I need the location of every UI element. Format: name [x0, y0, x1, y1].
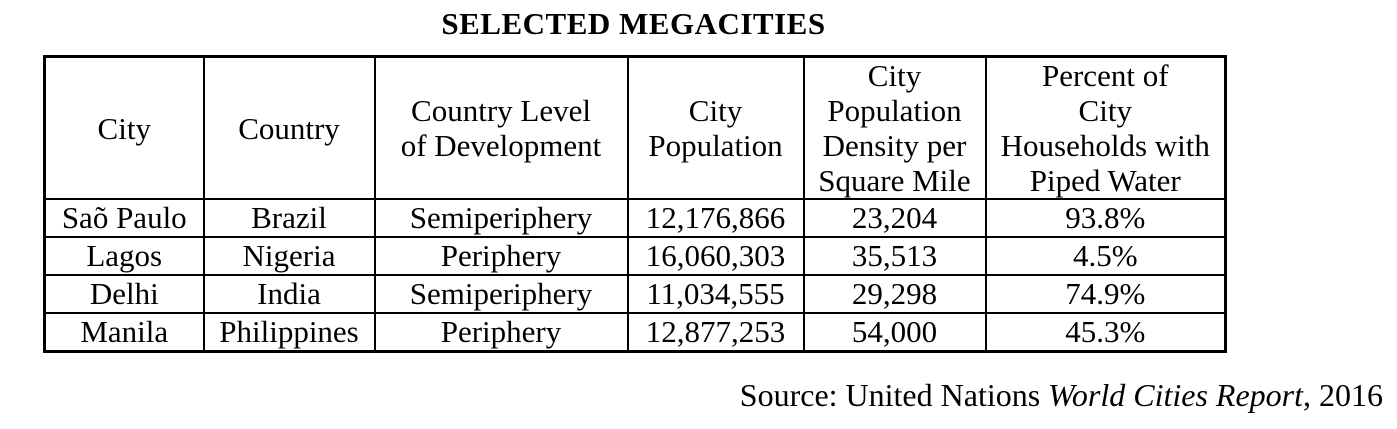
cell-density: 35,513: [802, 236, 987, 277]
cell-city: Saõ Paulo: [43, 198, 205, 239]
source-citation: Source: United Nations World Cities Repo…: [740, 377, 1383, 414]
cell-population: 12,877,253: [626, 312, 805, 353]
header-row: City Country Country Level of Developmen…: [43, 55, 1227, 201]
header-cell-development-level: Country Level of Development: [373, 55, 629, 201]
source-report-title: World Cities Report: [1048, 377, 1303, 413]
cell-population: 16,060,303: [626, 236, 805, 277]
cell-development-level: Semiperiphery: [373, 198, 629, 239]
cell-country: Philippines: [202, 312, 376, 353]
cell-city: Manila: [43, 312, 205, 353]
megacities-table: City Country Country Level of Developmen…: [43, 55, 1227, 354]
header-cell-city: City: [43, 55, 205, 201]
header-cell-density: City Population Density per Square Mile: [802, 55, 987, 201]
page-title: SELECTED MEGACITIES: [441, 6, 826, 41]
cell-development-level: Periphery: [373, 312, 629, 353]
cell-development-level: Semiperiphery: [373, 274, 629, 315]
cell-density: 54,000: [802, 312, 987, 353]
table-row-sao-paulo: Saõ Paulo Brazil Semiperiphery 12,176,86…: [43, 198, 1227, 239]
cell-country: Brazil: [202, 198, 376, 239]
cell-density: 29,298: [802, 274, 987, 315]
header-cell-country: Country: [202, 55, 376, 201]
cell-piped-water: 74.9%: [984, 274, 1227, 315]
cell-piped-water: 45.3%: [984, 312, 1227, 353]
cell-piped-water: 93.8%: [984, 198, 1227, 239]
cell-population: 12,176,866: [626, 198, 805, 239]
cell-density: 23,204: [802, 198, 987, 239]
table-body: Saõ Paulo Brazil Semiperiphery 12,176,86…: [43, 198, 1227, 353]
table-row-manila: Manila Philippines Periphery 12,877,253 …: [43, 312, 1227, 353]
source-prefix: Source: United Nations: [739, 377, 1049, 413]
cell-development-level: Periphery: [373, 236, 629, 277]
header-cell-population: City Population: [626, 55, 805, 201]
header-cell-piped-water: Percent of City Households with Piped Wa…: [984, 55, 1227, 201]
cell-country: Nigeria: [202, 236, 376, 277]
cell-piped-water: 4.5%: [984, 236, 1227, 277]
source-suffix: , 2016: [1303, 377, 1383, 413]
cell-city: Delhi: [43, 274, 205, 315]
cell-city: Lagos: [43, 236, 205, 277]
cell-population: 11,034,555: [626, 274, 805, 315]
table-row-lagos: Lagos Nigeria Periphery 16,060,303 35,51…: [43, 236, 1227, 277]
cell-country: India: [202, 274, 376, 315]
table-row-delhi: Delhi India Semiperiphery 11,034,555 29,…: [43, 274, 1227, 315]
